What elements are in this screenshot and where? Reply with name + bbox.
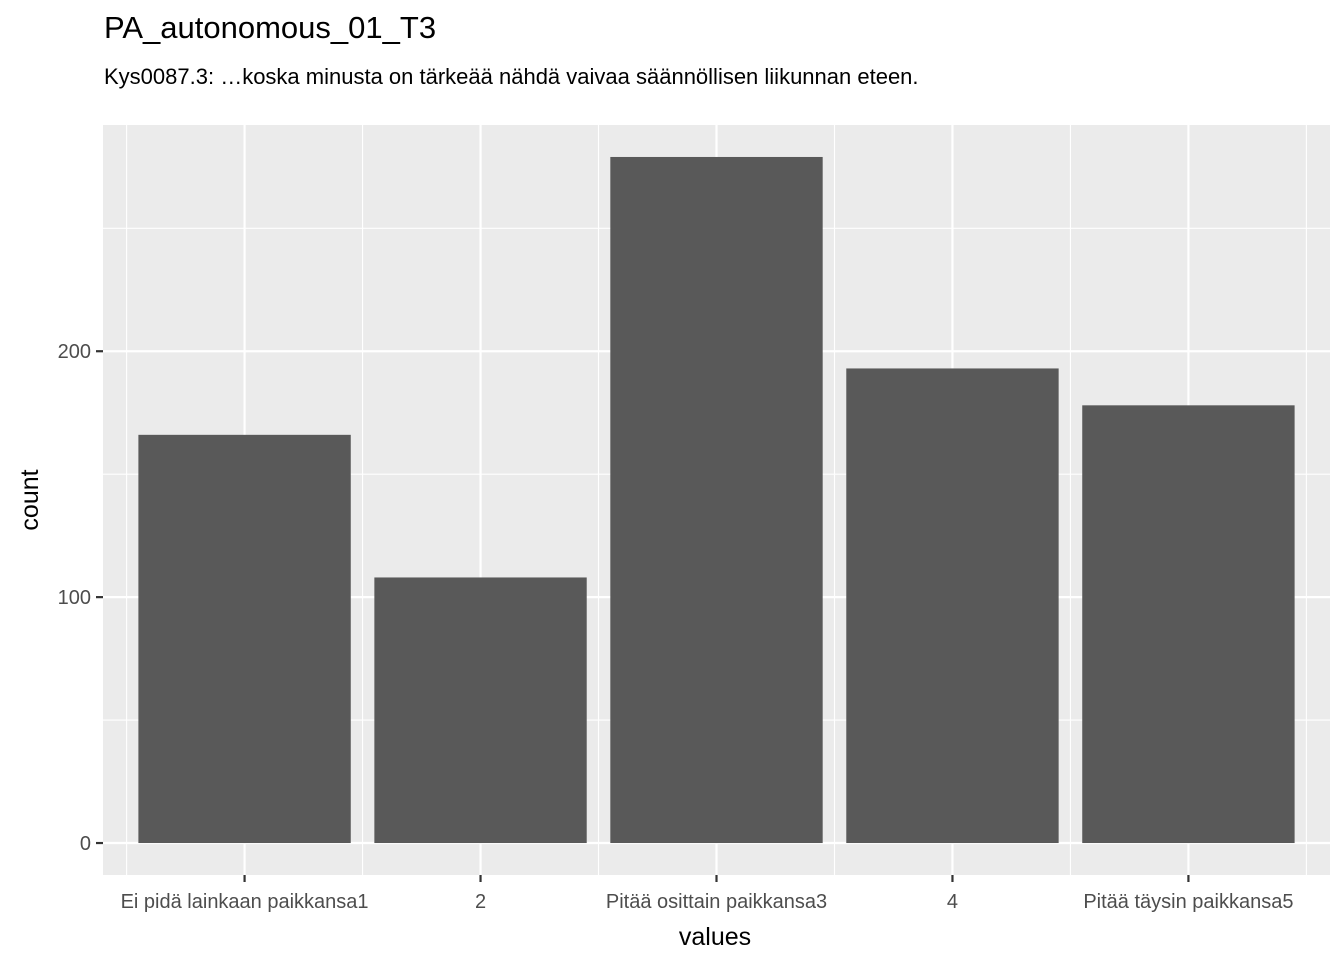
bar — [138, 434, 351, 844]
x-tick-label: Pitää täysin paikkansa5 — [1083, 891, 1293, 913]
axes: 0 100 200 Ei pidä lainkaan paikkansa1 2 Pitää… — [58, 341, 1294, 913]
x-tick-label: 2 — [475, 891, 486, 913]
y-tick-label: 0 — [80, 833, 91, 855]
x-tick-label: Ei pidä lainkaan paikkansa1 — [121, 891, 369, 913]
x-tick-label: Pitää osittain paikkansa3 — [606, 891, 827, 913]
bar — [1082, 405, 1295, 844]
y-tick-label: 100 — [58, 587, 91, 609]
bar — [610, 156, 823, 844]
bars — [138, 156, 1295, 844]
x-axis-title: values — [679, 923, 751, 951]
y-axis-title: count — [16, 469, 44, 530]
chart-title: PA_autonomous_01_T3 — [104, 10, 437, 45]
x-tick-label: 4 — [947, 891, 958, 913]
bar — [374, 577, 587, 844]
y-tick-label: 200 — [58, 341, 91, 363]
bar — [846, 368, 1059, 844]
chart-subtitle: Kys0087.3: …koska minusta on tärkeää näh… — [104, 64, 919, 89]
